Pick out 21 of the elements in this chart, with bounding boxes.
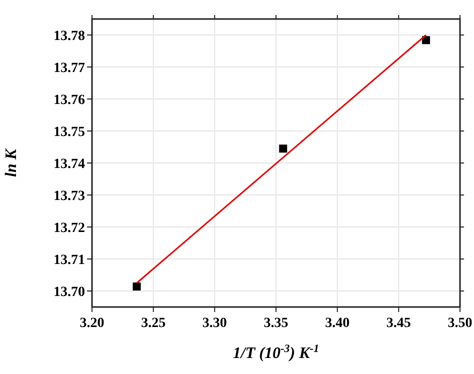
- x-tick-label: 3.35: [264, 316, 288, 331]
- x-tick-label: 3.50: [448, 316, 472, 331]
- point: [279, 144, 288, 153]
- x-tick-label: 3.25: [141, 316, 166, 331]
- y-tick-label: 13.71: [54, 253, 85, 268]
- y-tick-label: 13.78: [54, 29, 85, 44]
- x-tick-label: 3.30: [202, 316, 227, 331]
- y-tick-label: 13.75: [54, 125, 85, 140]
- x-axis-title: 1/T (10$^{-3}$) K$^{-1}$: [232, 343, 320, 362]
- y-axis-title: ln K: [3, 148, 20, 178]
- y-tick-label: 13.77: [54, 61, 85, 76]
- x-tick-label: 3.20: [80, 316, 104, 331]
- y-tick-label: 13.70: [54, 285, 85, 300]
- y-tick-label: 13.76: [54, 93, 85, 108]
- x-tick-label: 3.45: [386, 316, 411, 331]
- y-tick-label: 13.72: [54, 221, 85, 236]
- y-tick-label: 13.74: [54, 157, 85, 172]
- point: [422, 36, 430, 44]
- x-tick-label: 3.40: [325, 316, 350, 331]
- point: [132, 282, 141, 291]
- y-tick-label: 13.73: [54, 189, 85, 204]
